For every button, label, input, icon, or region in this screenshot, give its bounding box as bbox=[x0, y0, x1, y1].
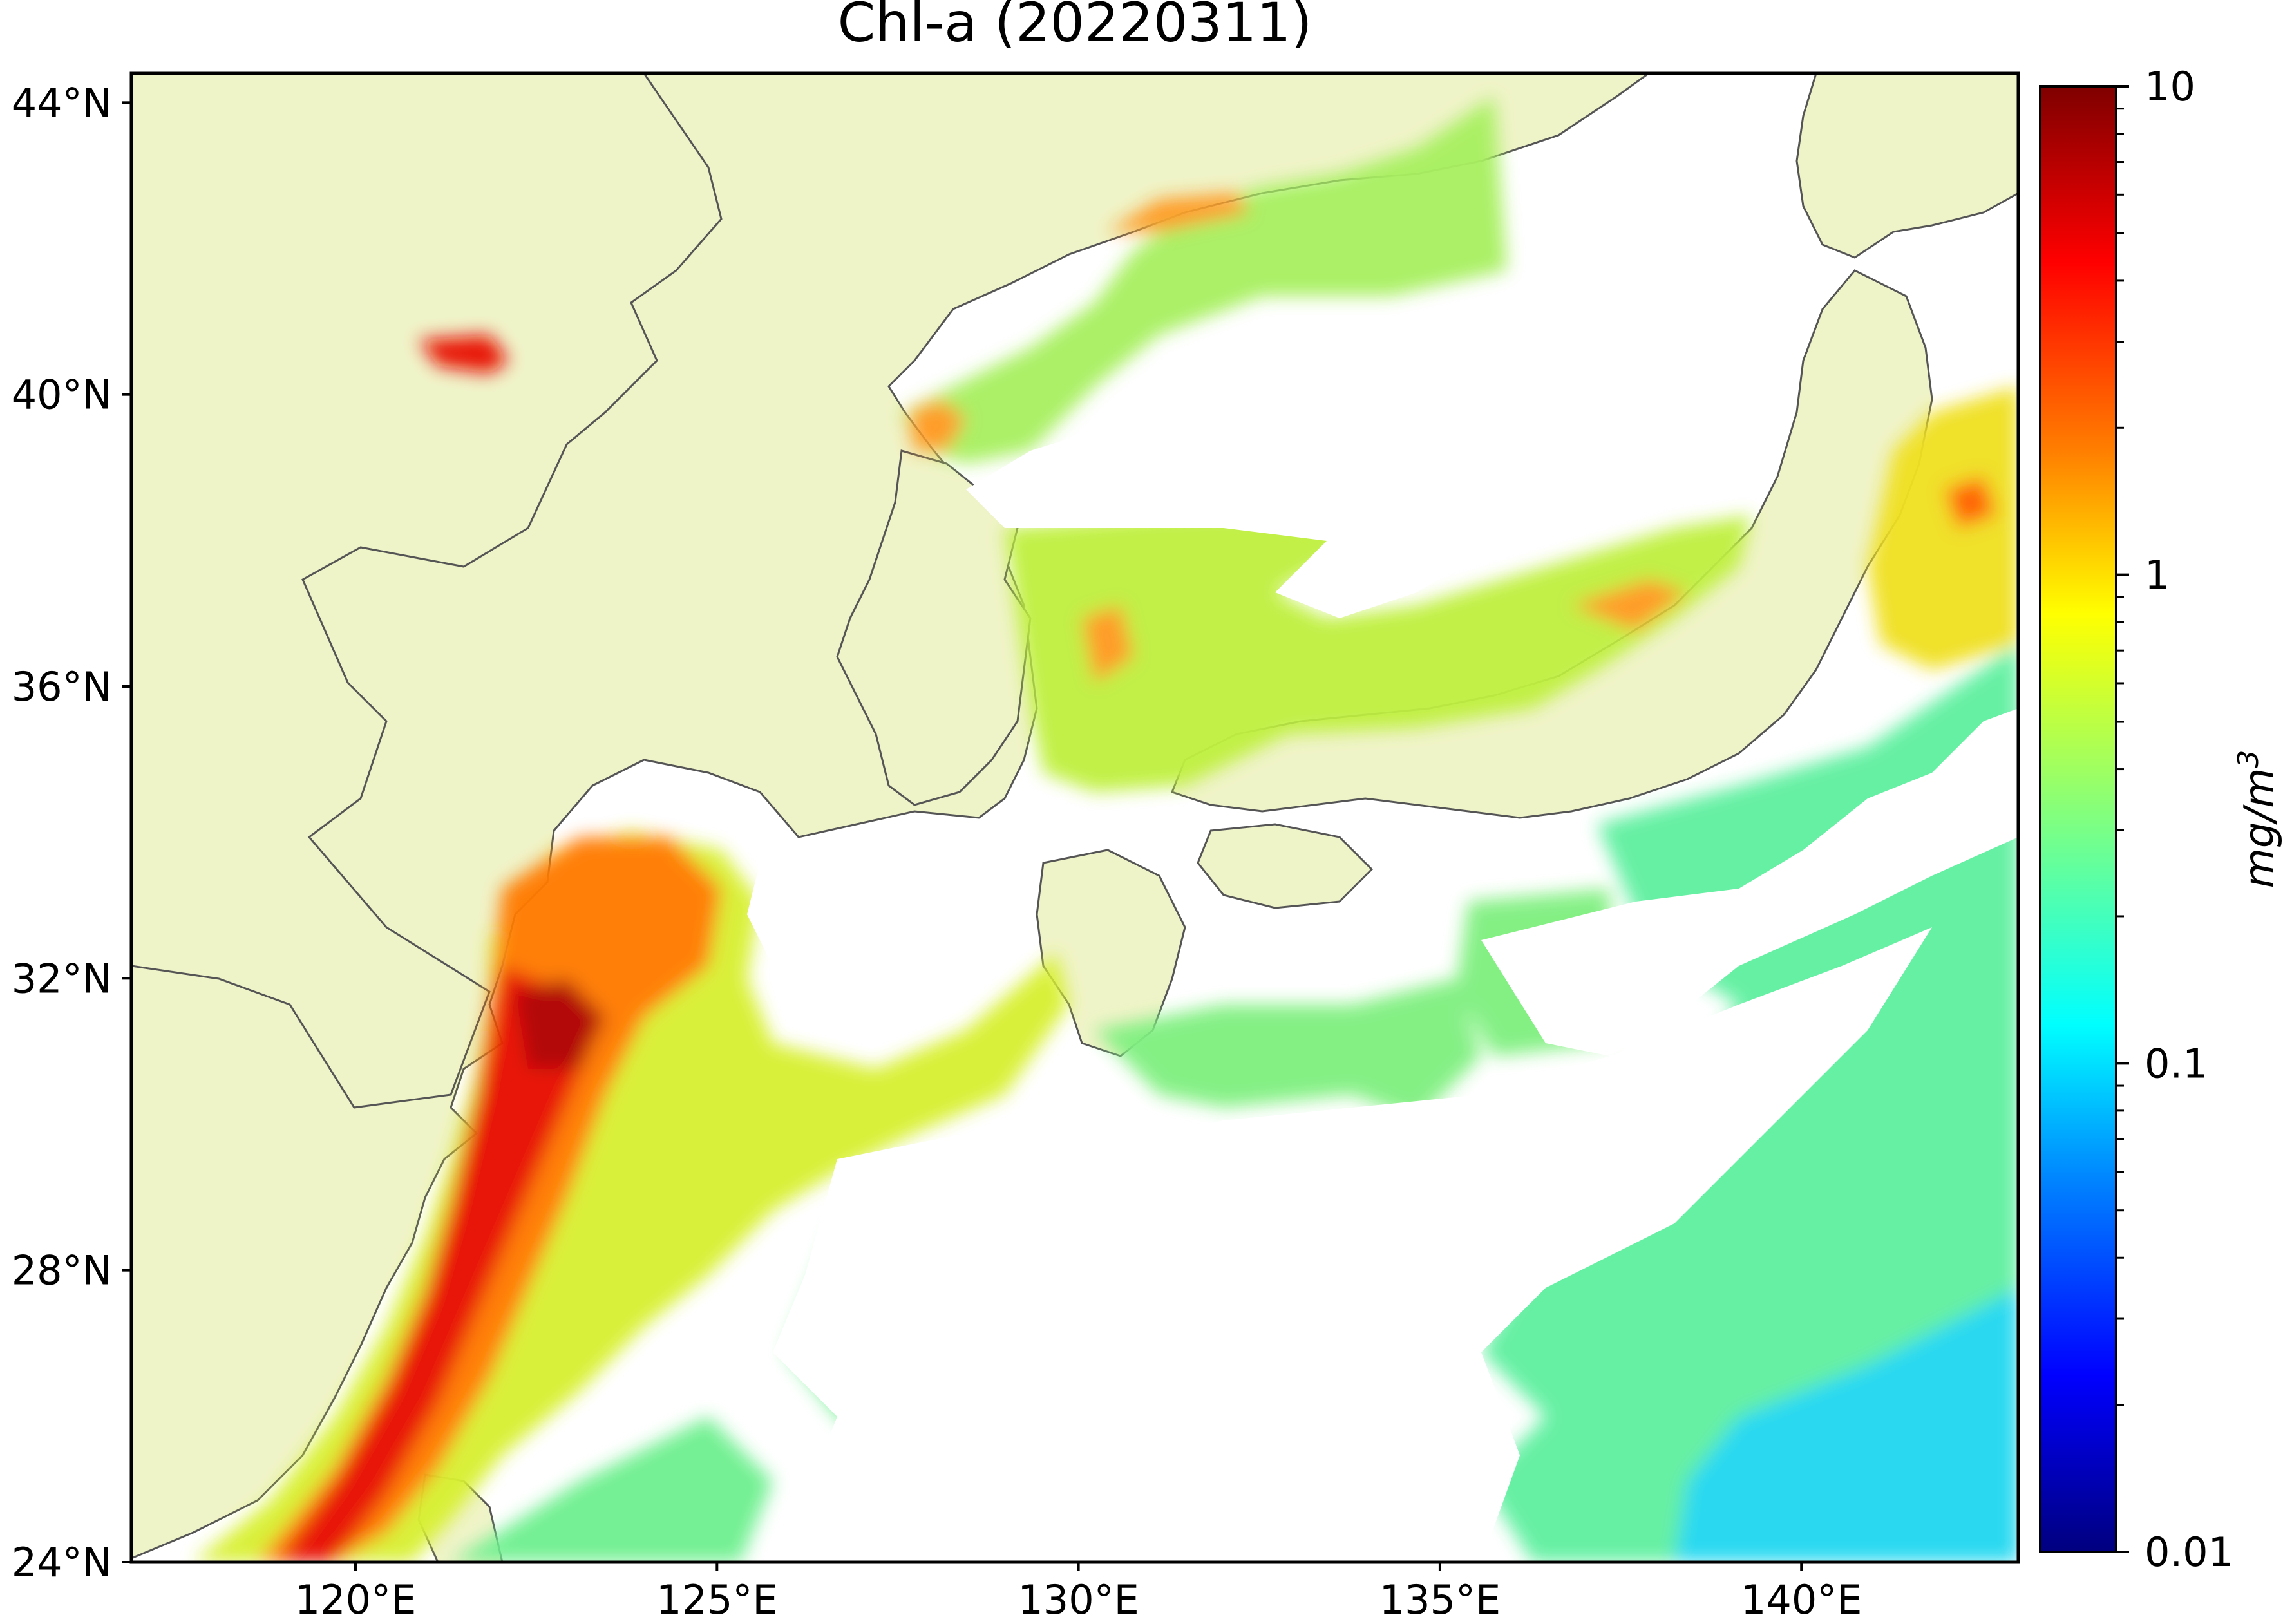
lat-tick-label: 24°N bbox=[12, 1539, 112, 1586]
colorbar-gradient bbox=[2040, 86, 2116, 1552]
cloud-east-sea bbox=[966, 303, 1752, 618]
lon-tick-label: 140°E bbox=[1741, 1576, 1862, 1623]
cloud-pacific-north bbox=[1481, 708, 2018, 1056]
land-masses bbox=[131, 73, 2018, 1562]
east-sea-high-patch bbox=[1082, 580, 1687, 683]
shandong-liaodong-coast bbox=[131, 73, 723, 1109]
yangtze-mouth-dark bbox=[515, 979, 605, 1069]
colorbar-tick-label: 0.1 bbox=[2145, 1040, 2208, 1087]
east-sea-north-band bbox=[902, 97, 1507, 464]
lat-tick-label: 44°N bbox=[12, 79, 112, 126]
map-title: Chl-a (20220311) bbox=[838, 0, 1312, 54]
east-sea-south bbox=[1005, 509, 1752, 792]
cloud-pacific-center bbox=[773, 927, 1932, 1562]
cloud-masks bbox=[747, 303, 2018, 1562]
pacific-mid bbox=[1095, 889, 1610, 1120]
bohai-red-strip bbox=[419, 335, 509, 373]
colorbar-ticks: 10 1 0.1 0.01 bbox=[2116, 63, 2233, 1576]
lon-tick-label: 125°E bbox=[656, 1576, 778, 1623]
colorbar: 10 1 0.1 0.01 mg/m3 bbox=[2039, 63, 2283, 1576]
lon-tick-label: 130°E bbox=[1018, 1576, 1139, 1623]
japan-hokkaido bbox=[1795, 73, 2018, 259]
lat-tick-label: 32°N bbox=[12, 955, 112, 1002]
cloud-east-china-sea-north bbox=[747, 837, 1030, 979]
lat-tick-label: 28°N bbox=[12, 1247, 112, 1294]
lon-tick-label: 120°E bbox=[295, 1576, 417, 1623]
east-sea-coast-high bbox=[908, 193, 1249, 451]
colorbar-tick-label: 10 bbox=[2145, 63, 2195, 110]
lon-tick-label: 135°E bbox=[1379, 1576, 1501, 1623]
latitude-axis: 44°N 40°N 36°N 32°N 28°N 24°N bbox=[12, 79, 131, 1586]
colorbar-tick-label: 1 bbox=[2145, 552, 2170, 599]
longitude-axis: 120°E 125°E 130°E 135°E 140°E bbox=[295, 1562, 1862, 1623]
northeast-japan-coast bbox=[1868, 386, 2018, 670]
map-frame bbox=[129, 71, 2020, 1564]
map-area bbox=[131, 73, 2018, 1562]
colorbar-label: mg/m3 bbox=[2232, 750, 2283, 889]
lat-tick-label: 36°N bbox=[12, 663, 112, 710]
northeast-high-patch bbox=[1945, 477, 1996, 528]
colorbar-tick-label: 0.01 bbox=[2145, 1529, 2233, 1576]
lat-tick-label: 40°N bbox=[12, 372, 112, 419]
japan-shikoku bbox=[1197, 823, 1374, 909]
colorbar-frame bbox=[2039, 85, 2117, 1553]
coastal-red-band bbox=[277, 966, 592, 1562]
pacific-southeast-low bbox=[1674, 1288, 2018, 1562]
